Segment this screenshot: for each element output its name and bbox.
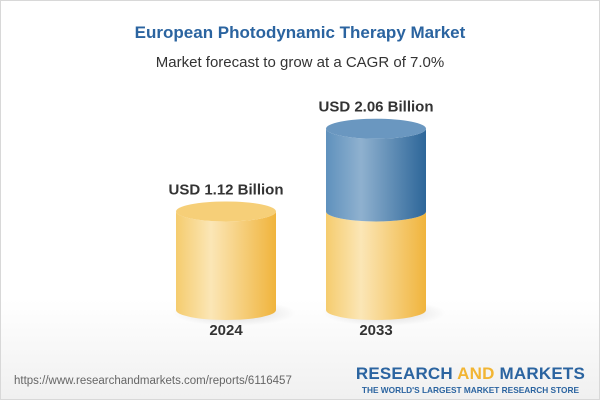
logo-text-and: AND bbox=[457, 364, 495, 383]
logo-tagline: THE WORLD'S LARGEST MARKET RESEARCH STOR… bbox=[361, 385, 579, 395]
cylinder-growth-segment bbox=[326, 128, 426, 222]
logo-text: RESEARCH bbox=[355, 364, 458, 383]
research-and-markets-logo: RESEARCH AND MARKETS THE WORLD'S LARGEST… bbox=[356, 364, 585, 395]
cylinder-top bbox=[176, 201, 276, 222]
data-label: USD 1.12 Billion bbox=[168, 181, 283, 198]
cylinder-base-segment bbox=[176, 211, 276, 320]
logo-text: MARKETS bbox=[494, 364, 585, 383]
cylinder-base-segment bbox=[326, 211, 426, 320]
source-url[interactable]: https://www.researchandmarkets.com/repor… bbox=[14, 375, 292, 387]
category-label: 2033 bbox=[359, 322, 392, 339]
cylinder-top bbox=[326, 118, 426, 139]
data-label: USD 2.06 Billion bbox=[318, 99, 433, 116]
category-label: 2024 bbox=[209, 322, 243, 339]
chart-title: European Photodynamic Therapy Market bbox=[134, 23, 466, 42]
chart-subtitle: Market forecast to grow at a CAGR of 7.0… bbox=[155, 54, 445, 71]
